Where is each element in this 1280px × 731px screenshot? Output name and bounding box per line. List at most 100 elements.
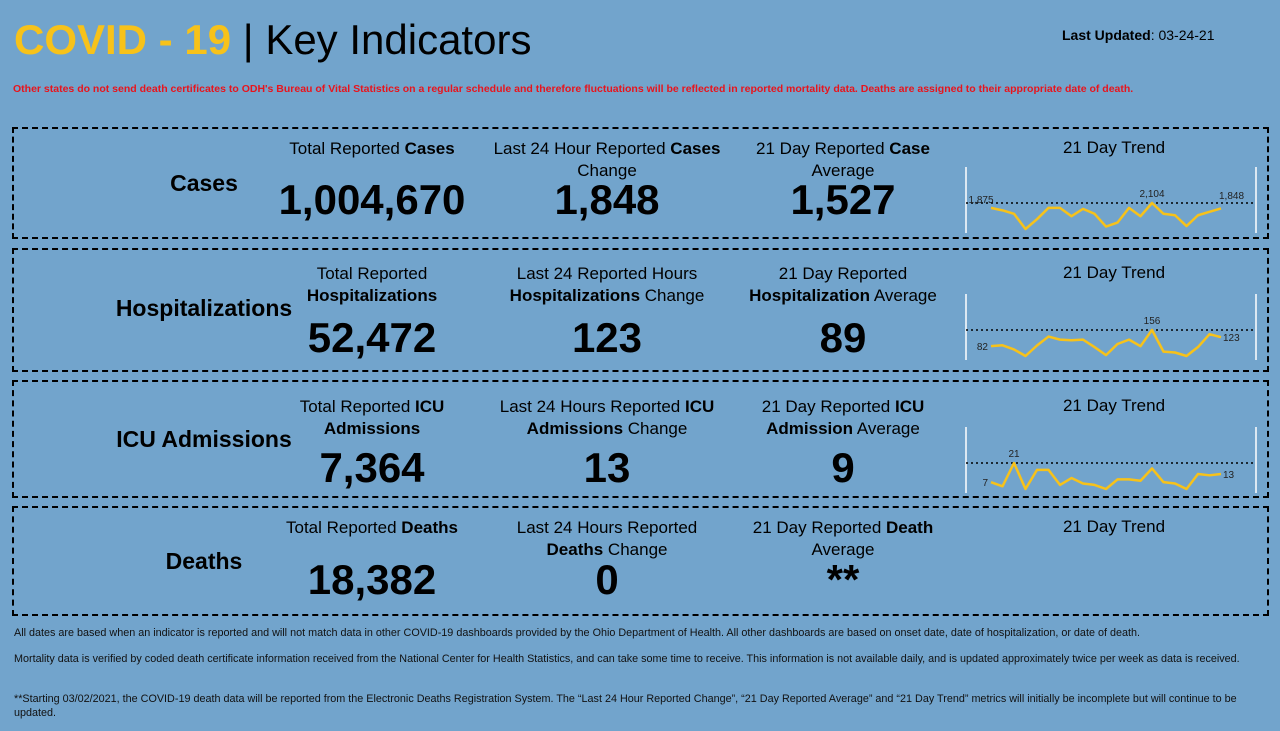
- metric-heading: Last 24 Hours Reported Deaths Change: [487, 517, 727, 561]
- heading-part: Change: [603, 540, 668, 559]
- metric-total: Total Reported Deaths 18,382: [252, 517, 492, 604]
- title-separator: |: [231, 16, 266, 63]
- metric-21-day-average: 21 Day Reported Death Average **: [723, 517, 963, 604]
- heading-part: ICU Admissions: [323, 397, 445, 438]
- trend-title: 21 Day Trend: [1062, 517, 1166, 536]
- heading-part: Average: [811, 161, 875, 180]
- metric-value: 123: [571, 314, 643, 361]
- metric-last-24h-change: Last 24 Hours Reported Deaths Change 0: [487, 517, 727, 604]
- heading-part: Total Reported: [299, 397, 415, 416]
- trend-first-label: 82: [977, 342, 989, 353]
- mortality-warning: Other states do not send death certifica…: [13, 83, 1134, 95]
- trend-panel: 21 Day Trend 1,875 2,104 1,848: [964, 129, 1264, 237]
- metric-value: **: [826, 556, 860, 603]
- metric-heading: Last 24 Reported Hours Hospitalizations …: [487, 263, 727, 307]
- heading-part: Last 24 Hour Reported: [493, 139, 671, 158]
- heading-part: Average: [811, 540, 875, 559]
- heading-part: Change: [640, 286, 705, 305]
- heading-part: 21 Day Reported: [761, 397, 895, 416]
- trend-last-label: 123: [1223, 333, 1240, 344]
- metric-heading: Last 24 Hours Reported ICU Admissions Ch…: [487, 396, 727, 440]
- heading-part: Change: [623, 419, 688, 438]
- heading-part: Average: [853, 419, 920, 438]
- heading-part: Last 24 Reported Hours: [516, 264, 698, 283]
- heading-part: Last 24 Hours Reported: [516, 518, 698, 537]
- metric-value: 1,527: [790, 176, 896, 223]
- trend-line: [990, 461, 1222, 491]
- metric-heading: 21 Day Reported ICU Admission Average: [723, 396, 963, 440]
- metric-value: 89: [819, 314, 867, 361]
- heading-part: Cases: [670, 139, 721, 158]
- metric-21-day-average: 21 Day Reported ICU Admission Average 9: [723, 396, 963, 492]
- heading-part: Death: [886, 518, 934, 537]
- indicator-box-hospitalizations: Hospitalizations Total Reported Hospitali…: [12, 248, 1269, 372]
- row-label: Cases: [170, 170, 238, 196]
- metric-value: 13: [583, 444, 631, 491]
- trend-line: [990, 201, 1222, 231]
- title-covid: COVID - 19: [14, 16, 232, 63]
- last-updated: Last Updated: 03-24-21: [1062, 27, 1215, 43]
- metric-value: 52,472: [307, 314, 437, 361]
- heading-part: 21 Day Reported: [778, 264, 908, 283]
- heading-part: Average: [870, 286, 937, 305]
- heading-part: Hospitalization: [749, 286, 871, 305]
- heading-part: Hospitalizations: [306, 286, 438, 305]
- heading-part: Deaths: [546, 540, 604, 559]
- trend-line: [990, 328, 1222, 358]
- footnote-1: All dates are based when an indicator is…: [14, 627, 1140, 639]
- row-label: Deaths: [165, 548, 243, 574]
- row-label: ICU Admissions: [116, 426, 292, 452]
- trend-title: 21 Day Trend: [1062, 396, 1166, 415]
- metric-value: 7,364: [319, 444, 425, 491]
- metric-heading: Total Reported Deaths: [252, 517, 492, 539]
- trend-title: 21 Day Trend: [1062, 263, 1166, 282]
- trend-last-label: 13: [1223, 470, 1235, 481]
- last-updated-value: : 03-24-21: [1150, 27, 1215, 43]
- indicator-box-deaths: Deaths Total Reported Deaths 18,382 Last 24…: [12, 506, 1269, 616]
- heading-part: 21 Day Reported: [752, 518, 886, 537]
- metric-heading: Total Reported Cases: [252, 138, 492, 160]
- metric-last-24h-change: Last 24 Hour Reported Cases Change 1,848: [487, 138, 727, 224]
- metric-heading: 21 Day Reported Hospitalization Average: [723, 263, 963, 307]
- trend-last-label: 1,848: [1219, 191, 1244, 202]
- trend-first-label: 7: [982, 478, 988, 489]
- trend-max-label: 156: [1144, 316, 1161, 327]
- trend-sparkline: 82 156 123: [965, 294, 1257, 360]
- footnote-3: **Starting 03/02/2021, the COVID-19 deat…: [14, 693, 1237, 719]
- trend-title: 21 Day Trend: [1062, 138, 1166, 157]
- heading-part: Last 24 Hours Reported: [499, 397, 685, 416]
- heading-part: Total Reported: [316, 264, 428, 283]
- footnote-2: Mortality data is verified by coded deat…: [14, 653, 1240, 665]
- metric-last-24h-change: Last 24 Hours Reported ICU Admissions Ch…: [487, 396, 727, 492]
- last-updated-label: Last Updated: [1062, 27, 1151, 43]
- metric-heading: Last 24 Hour Reported Cases Change: [487, 138, 727, 182]
- heading-part: ICU Admission: [766, 397, 925, 438]
- metric-total: Total Reported ICU Admissions 7,364: [252, 396, 492, 492]
- metric-21-day-average: 21 Day Reported Hospitalization Average 8…: [723, 263, 963, 362]
- indicator-box-cases: Cases Total Reported Cases 1,004,670 Last 2…: [12, 127, 1269, 239]
- metric-value: 18,382: [307, 556, 437, 603]
- heading-part: Case: [889, 139, 930, 158]
- heading-part: ICU Admissions: [526, 397, 715, 438]
- trend-panel: 21 Day Trend 7 21 13: [964, 382, 1264, 496]
- heading-part: Hospitalizations: [509, 286, 641, 305]
- metric-value: 1,848: [554, 176, 660, 223]
- metric-value: 0: [595, 556, 619, 603]
- metric-21-day-average: 21 Day Reported Case Average 1,527: [723, 138, 963, 224]
- metric-heading: 21 Day Reported Death Average: [723, 517, 963, 561]
- metric-value: 1,004,670: [278, 176, 466, 223]
- trend-sparkline: 7 21 13: [965, 427, 1257, 493]
- trend-panel: 21 Day Trend: [964, 508, 1264, 614]
- heading-part: Deaths: [401, 518, 458, 537]
- heading-part: Cases: [404, 139, 455, 158]
- metric-total: Total Reported Hospitalizations 52,472: [252, 263, 492, 362]
- heading-part: Total Reported: [289, 139, 405, 158]
- metric-heading: Total Reported Hospitalizations: [252, 263, 492, 307]
- indicator-box-icu-admissions: ICU Admissions Total Reported ICU Admissi…: [12, 380, 1269, 498]
- heading-part: 21 Day Reported: [756, 139, 890, 158]
- row-label: Hospitalizations: [115, 295, 293, 321]
- metric-total: Total Reported Cases 1,004,670: [252, 138, 492, 224]
- metric-last-24h-change: Last 24 Reported Hours Hospitalizations …: [487, 263, 727, 362]
- metric-heading: Total Reported ICU Admissions: [252, 396, 492, 440]
- trend-sparkline: 1,875 2,104 1,848: [965, 167, 1257, 233]
